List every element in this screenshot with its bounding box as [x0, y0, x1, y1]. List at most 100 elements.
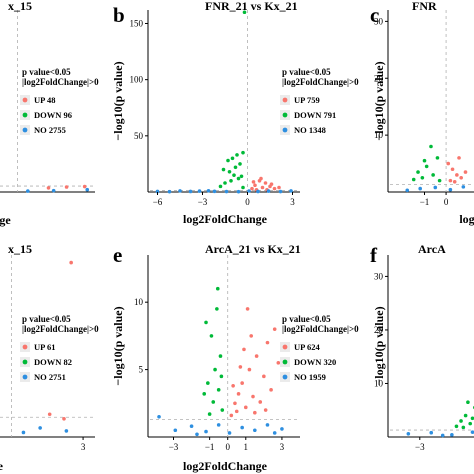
- point-up: [245, 307, 250, 311]
- point-down: [424, 164, 429, 169]
- y-tick-label: 10: [374, 378, 384, 388]
- point-down: [463, 413, 468, 418]
- point-down: [411, 177, 416, 182]
- point-up: [253, 183, 257, 188]
- point-down: [431, 173, 435, 177]
- point-up: [46, 186, 51, 190]
- x-tick-label: 3: [290, 197, 295, 207]
- point-down: [468, 421, 473, 426]
- legend-title: |log2FoldChange|>0: [282, 324, 359, 334]
- point-up: [231, 383, 235, 388]
- point-up: [446, 161, 451, 166]
- panel-title: FNR_21 vs Kx_21: [205, 0, 298, 13]
- point-down: [466, 400, 470, 405]
- point-no: [173, 428, 178, 433]
- legend-key-dot: [282, 359, 288, 365]
- point-up: [265, 340, 270, 345]
- point-no: [470, 430, 474, 434]
- x-axis-label: hange: [0, 213, 11, 227]
- point-no: [240, 425, 244, 430]
- point-up: [251, 180, 256, 184]
- point-down: [459, 419, 463, 423]
- point-down: [218, 354, 223, 358]
- legend-item-label: NO 2755: [34, 125, 66, 135]
- legend-title: p value<0.05: [282, 67, 331, 77]
- y-tick-label: 30: [374, 16, 384, 26]
- x-tick-label: −3: [198, 197, 208, 207]
- point-no: [280, 427, 284, 431]
- x-axis-label: log2: [459, 212, 474, 226]
- point-up: [452, 179, 457, 184]
- legend-item-label: NO 1959: [294, 372, 326, 382]
- y-tick-label: 100: [130, 75, 144, 85]
- x-tick-label: −3: [415, 442, 425, 452]
- y-tick-label: 10: [134, 297, 144, 307]
- x-axis-label: log2FoldChange: [183, 212, 268, 226]
- point-down: [223, 181, 227, 185]
- legend-item-label: NO 1348: [294, 125, 326, 135]
- legend-key-dot: [22, 359, 28, 365]
- panel-title: x_15: [8, 0, 32, 13]
- point-no: [38, 426, 42, 430]
- point-no: [167, 189, 172, 194]
- x-axis-label: log2FoldChange: [183, 459, 268, 473]
- legend-title: p value<0.05: [22, 314, 71, 324]
- point-up: [463, 170, 468, 174]
- y-axis-label: −log10(p value): [111, 306, 125, 385]
- point-down: [206, 381, 210, 385]
- point-no: [450, 433, 454, 437]
- point-up: [240, 381, 244, 385]
- legend-item-label: UP 759: [294, 95, 320, 105]
- point-up: [262, 374, 266, 379]
- y-axis-label: −log10(p value): [372, 306, 386, 385]
- point-up: [82, 184, 87, 189]
- legend-item-label: DOWN 791: [294, 110, 336, 120]
- y-tick-label: 20: [374, 325, 384, 335]
- x-tick-label: −1: [420, 197, 430, 207]
- point-up: [448, 178, 453, 183]
- y-tick-label: 30: [374, 271, 384, 281]
- point-no: [85, 187, 90, 192]
- point-down: [209, 334, 214, 338]
- point-down: [221, 167, 226, 172]
- point-down: [204, 320, 208, 325]
- point-no: [178, 189, 182, 193]
- point-down: [215, 307, 219, 311]
- panel-title: FNR: [412, 0, 437, 13]
- panel-1: x_15hange p value<0.05|log2FoldChange|>0 U…: [0, 0, 99, 227]
- point-down: [216, 388, 221, 392]
- panel-letter: c: [370, 3, 379, 27]
- point-no: [204, 429, 208, 434]
- point-no: [266, 189, 271, 193]
- y-axis-label: −log10(p value): [111, 61, 125, 140]
- point-down: [454, 424, 459, 429]
- legend: p value<0.05|log2FoldChange|>0 UP 759 DOWN…: [280, 67, 359, 135]
- point-no: [216, 423, 221, 427]
- point-no: [64, 429, 69, 433]
- point-no: [188, 189, 193, 194]
- point-down: [202, 392, 207, 396]
- point-no: [461, 185, 466, 189]
- point-no: [405, 188, 410, 193]
- legend-key-dot: [22, 97, 28, 103]
- point-no: [433, 185, 438, 190]
- point-up: [242, 347, 246, 352]
- point-down: [220, 408, 225, 412]
- point-up: [251, 394, 255, 399]
- point-down: [229, 178, 233, 183]
- point-no: [206, 188, 211, 193]
- panel-4: 3 x_15nge p value<0.05|log2FoldChange|>0 UP…: [0, 242, 99, 473]
- panel-letter: b: [113, 3, 125, 27]
- panel-letter: f: [370, 243, 378, 267]
- point-up: [459, 175, 463, 180]
- point-up: [263, 408, 268, 412]
- point-no: [189, 424, 194, 429]
- point-up: [236, 392, 241, 396]
- point-up: [259, 176, 263, 181]
- point-no: [247, 189, 251, 193]
- point-no: [195, 432, 199, 437]
- point-up: [277, 185, 281, 190]
- point-down: [242, 10, 247, 15]
- point-down: [218, 184, 223, 189]
